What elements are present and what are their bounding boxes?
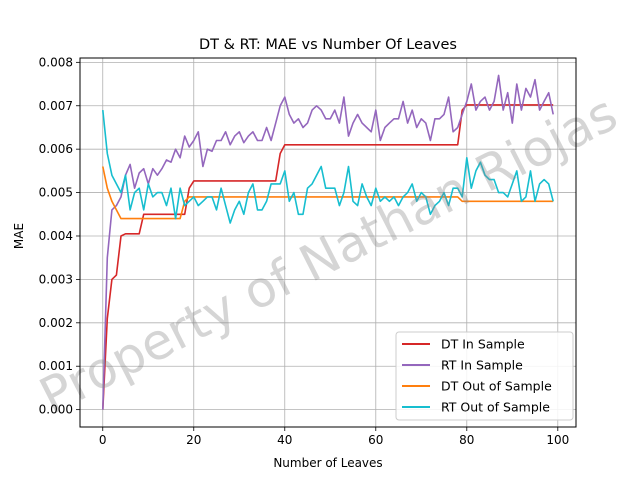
series-line-dt-out-of-sample	[102, 166, 554, 220]
y-tick-label: 0.007	[39, 99, 73, 113]
grid	[80, 58, 576, 427]
axes-frame	[79, 57, 577, 428]
y-tick-label: 0.004	[39, 229, 73, 243]
y-tick-label: 0.003	[39, 272, 73, 286]
y-tick-label: 0.008	[39, 55, 73, 69]
x-tick-label: 100	[546, 433, 569, 447]
x-tick-label: 40	[277, 433, 292, 447]
axis-ticks: 0 20 40 60 80 100 0.000 0.001 0.002 0.003 0.004 0.0…	[39, 55, 570, 447]
y-tick-label: 0.002	[39, 316, 73, 330]
series-lines	[102, 74, 554, 410]
y-axis-label: MAE	[12, 223, 26, 249]
x-tick-label: 0	[99, 433, 107, 447]
legend-label-rt-out-of-sample: RT Out of Sample	[441, 400, 550, 415]
y-tick-label: 0.001	[39, 359, 73, 373]
y-tick-label: 0.006	[39, 142, 73, 156]
x-tick-label: 20	[186, 433, 201, 447]
legend-box	[395, 331, 574, 421]
y-tick-label: 0.005	[39, 186, 73, 200]
legend-label-dt-in-sample: DT In Sample	[441, 337, 525, 352]
x-tick-label: 80	[459, 433, 474, 447]
series-line-rt-out-of-sample	[102, 110, 554, 224]
legend-label-rt-in-sample: RT In Sample	[441, 358, 523, 373]
x-tick-label: 60	[368, 433, 383, 447]
legend: DT In Sample RT In Sample DT Out of Sample…	[395, 331, 574, 421]
x-axis-label: Number of Leaves	[273, 456, 382, 470]
chart-title: DT & RT: MAE vs Number Of Leaves	[199, 37, 457, 53]
y-tick-label: 0.000	[39, 403, 73, 417]
series-line-rt-in-sample	[102, 74, 554, 410]
legend-label-dt-out-of-sample: DT Out of Sample	[441, 379, 552, 394]
